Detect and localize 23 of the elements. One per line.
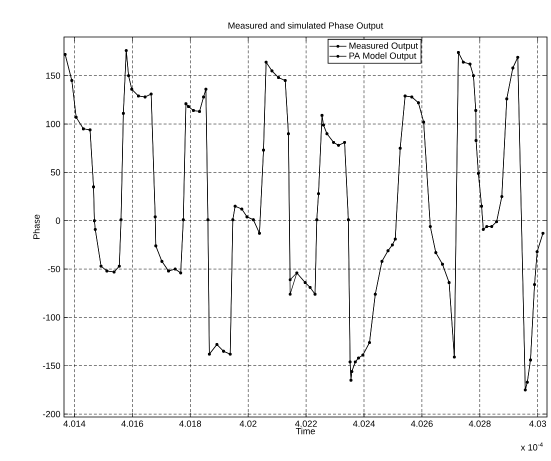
x-axis-title: Time xyxy=(296,428,315,434)
text: x 10$^{-4}$ xyxy=(520,442,543,451)
x-tick-label: 4.022 xyxy=(295,420,317,427)
y-tick-label: 50 xyxy=(50,169,60,176)
legend-label: PA Model Output xyxy=(349,52,416,61)
y-tick-label: -150 xyxy=(42,362,60,369)
x-tick-label: 4.026 xyxy=(410,420,433,427)
y-tick-label: -100 xyxy=(42,314,60,321)
y-tick-label: 100 xyxy=(46,120,60,128)
x-tick-label: 4.016 xyxy=(121,420,144,427)
y-tick-label: 150 xyxy=(46,72,60,79)
y-tick-label: -50 xyxy=(48,266,60,272)
y-tick-label: 0 xyxy=(56,218,60,224)
x-tick-label: 4.028 xyxy=(468,420,491,427)
x-tick-label: 4.014 xyxy=(63,420,86,427)
x-tick-label: 4.03 xyxy=(529,420,546,427)
chart-title: Measured and simulated Phase Output xyxy=(228,22,384,30)
x-tick-label: 4.024 xyxy=(352,420,375,427)
x-tick-label: 4.02 xyxy=(240,420,256,427)
legend-label: Measured Output xyxy=(349,42,418,51)
y-tick-label: -200 xyxy=(42,410,60,418)
y-axis-title: Phase xyxy=(33,214,40,239)
x-tick-label: 4.018 xyxy=(179,420,202,427)
